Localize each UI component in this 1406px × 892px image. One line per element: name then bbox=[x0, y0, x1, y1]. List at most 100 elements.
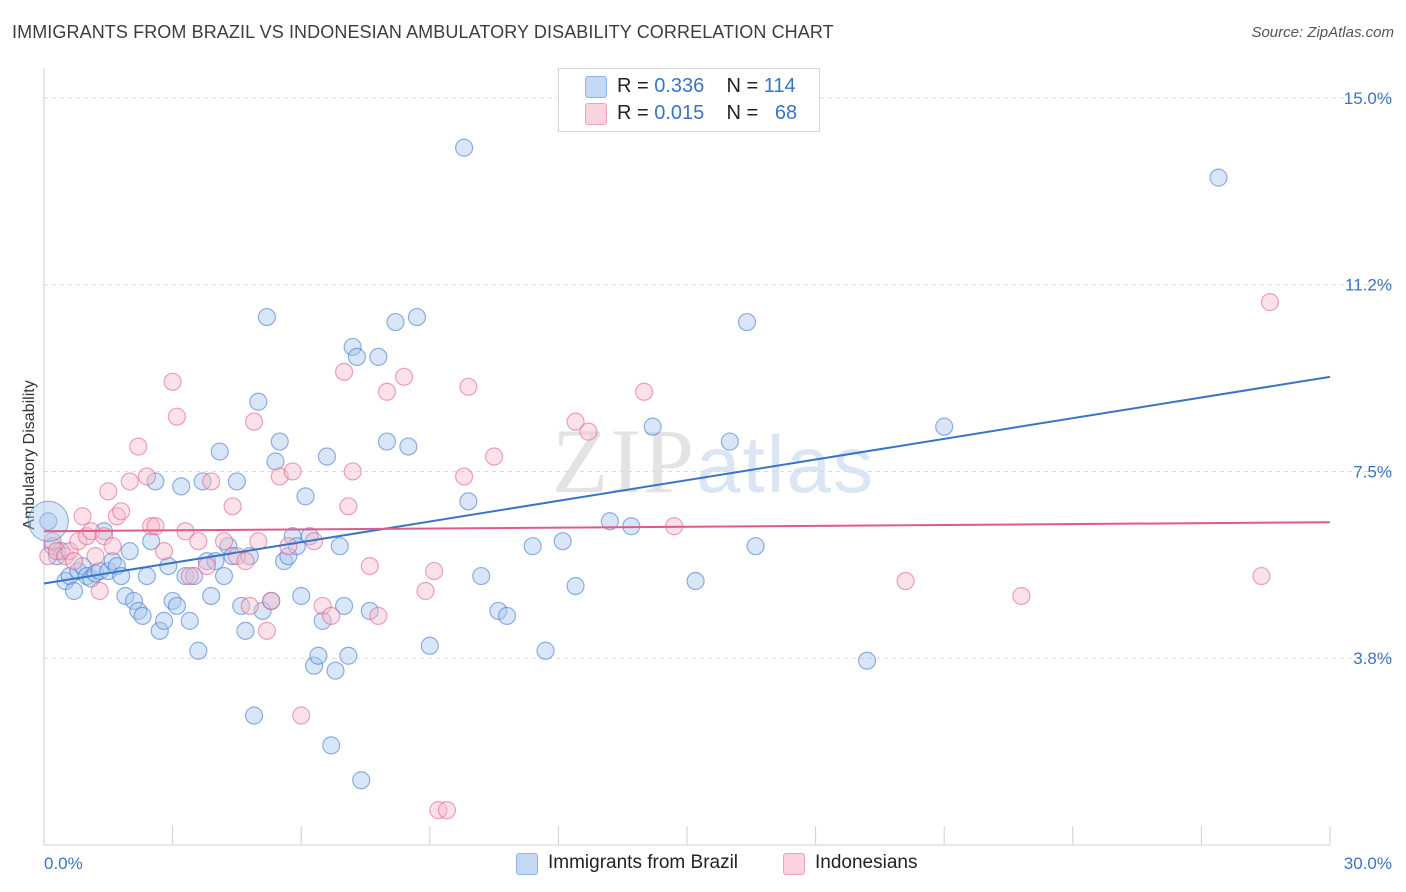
indonesians-point bbox=[86, 547, 105, 566]
bottom-legend-label-brazil: Immigrants from Brazil bbox=[548, 852, 739, 873]
indonesians-point bbox=[244, 412, 264, 431]
legend-swatch-brazil bbox=[585, 76, 607, 98]
legend-text-brazil: R = 0.336 N = 114 bbox=[617, 75, 796, 98]
bottom-legend-swatch-brazil bbox=[516, 853, 538, 875]
brazil-point bbox=[210, 442, 229, 461]
indonesians-point bbox=[112, 502, 131, 521]
indonesians-point bbox=[214, 532, 234, 551]
brazil-point bbox=[935, 417, 954, 436]
indonesians-point bbox=[240, 596, 259, 616]
brazil-point bbox=[64, 581, 84, 601]
brazil-point bbox=[360, 601, 379, 621]
legend-swatch-indonesians bbox=[585, 103, 607, 125]
chart-title: IMMIGRANTS FROM BRAZIL VS INDONESIAN AMB… bbox=[12, 22, 834, 42]
brazil-point bbox=[399, 437, 418, 456]
indonesians-point bbox=[154, 542, 174, 561]
brazil-point bbox=[497, 606, 517, 625]
brazil-point bbox=[137, 566, 156, 586]
indonesians-point bbox=[579, 422, 598, 441]
brazil-point bbox=[154, 611, 174, 630]
indonesians-point bbox=[47, 542, 66, 561]
indonesians-point bbox=[1012, 586, 1031, 606]
brazil-point bbox=[1209, 168, 1228, 187]
brazil-point bbox=[407, 307, 427, 327]
brazil-point bbox=[159, 556, 178, 576]
indonesians-point bbox=[566, 412, 585, 431]
legend-n-label: N = bbox=[726, 75, 759, 97]
y-tick-label: 3.8% bbox=[1353, 649, 1392, 668]
brazil-point bbox=[472, 566, 491, 586]
indonesians-point bbox=[424, 561, 444, 581]
indonesians-point bbox=[163, 372, 182, 391]
brazil-point bbox=[326, 661, 345, 680]
brazil-point bbox=[214, 566, 234, 586]
brazil-point bbox=[322, 736, 341, 755]
brazil-point bbox=[454, 138, 474, 157]
indonesians-point bbox=[322, 606, 341, 625]
indonesians-point bbox=[283, 462, 302, 481]
indonesians-point bbox=[69, 532, 88, 551]
indonesians-point bbox=[129, 437, 148, 456]
brazil-point bbox=[334, 596, 354, 616]
indonesians-point bbox=[189, 532, 208, 551]
brazil-point bbox=[553, 532, 572, 551]
brazil-point bbox=[120, 542, 139, 561]
indonesians-point bbox=[90, 581, 109, 601]
brazil-point bbox=[536, 641, 555, 660]
indonesians-point bbox=[360, 556, 379, 576]
brazil-point bbox=[124, 591, 144, 611]
brazil-point bbox=[227, 472, 246, 491]
indonesians-point bbox=[223, 497, 242, 516]
indonesians-point bbox=[99, 482, 118, 501]
indonesians-point bbox=[454, 467, 474, 486]
brazil-point bbox=[386, 312, 405, 332]
brazil-point bbox=[857, 651, 877, 670]
brazil-point bbox=[420, 636, 439, 655]
brazil-point bbox=[116, 586, 135, 606]
source-label: Source: ZipAtlas.com bbox=[1251, 24, 1394, 41]
brazil-point bbox=[133, 606, 152, 625]
indonesians-point bbox=[635, 382, 654, 401]
brazil-point bbox=[142, 532, 161, 551]
indonesians-point bbox=[120, 472, 139, 491]
indonesians-point bbox=[339, 497, 358, 516]
indonesians-point bbox=[1260, 293, 1280, 312]
indonesians-point bbox=[73, 507, 92, 526]
brazil-point bbox=[352, 771, 371, 790]
stats-legend: R = 0.336 N = 114 R = 0.015 N = 68 bbox=[558, 68, 820, 132]
brazil-point bbox=[292, 586, 311, 606]
brazil-point bbox=[737, 312, 757, 332]
indonesians-point bbox=[896, 571, 915, 591]
y-axis-label: Ambulatory Disability bbox=[21, 380, 38, 529]
brazil-point bbox=[167, 596, 186, 616]
y-tick-label: 7.5% bbox=[1353, 462, 1392, 481]
indonesians-point bbox=[167, 407, 186, 426]
brazil-point bbox=[566, 576, 585, 596]
indonesians-point bbox=[485, 447, 504, 466]
y-tick-label: 15.0% bbox=[1344, 89, 1392, 108]
brazil-point bbox=[313, 611, 332, 630]
indonesians-point bbox=[343, 462, 362, 481]
indonesians-point bbox=[103, 537, 122, 556]
indonesians-point bbox=[262, 591, 281, 611]
brazil-point bbox=[686, 571, 705, 591]
brazil-point bbox=[236, 621, 255, 640]
brazil-point bbox=[600, 512, 619, 531]
brazil-point bbox=[643, 417, 662, 436]
watermark-zip: ZIP bbox=[552, 410, 696, 512]
brazil-point bbox=[257, 307, 277, 327]
legend-text-indonesians: R = 0.015 N = 68 bbox=[617, 102, 797, 125]
brazil-point bbox=[377, 432, 397, 451]
legend-n-label: N = bbox=[726, 102, 759, 124]
indonesians-point bbox=[377, 382, 397, 401]
brazil-point bbox=[523, 537, 542, 556]
brazil-point bbox=[270, 432, 289, 451]
legend-n-value-indonesians: 68 bbox=[774, 102, 798, 124]
indonesians-point bbox=[137, 467, 156, 486]
indonesians-point bbox=[416, 581, 435, 601]
y-tick-label: 11.2% bbox=[1345, 276, 1392, 295]
brazil-point bbox=[347, 347, 367, 367]
brazil-point bbox=[266, 452, 285, 471]
indonesians-trend-line bbox=[43, 521, 1331, 533]
